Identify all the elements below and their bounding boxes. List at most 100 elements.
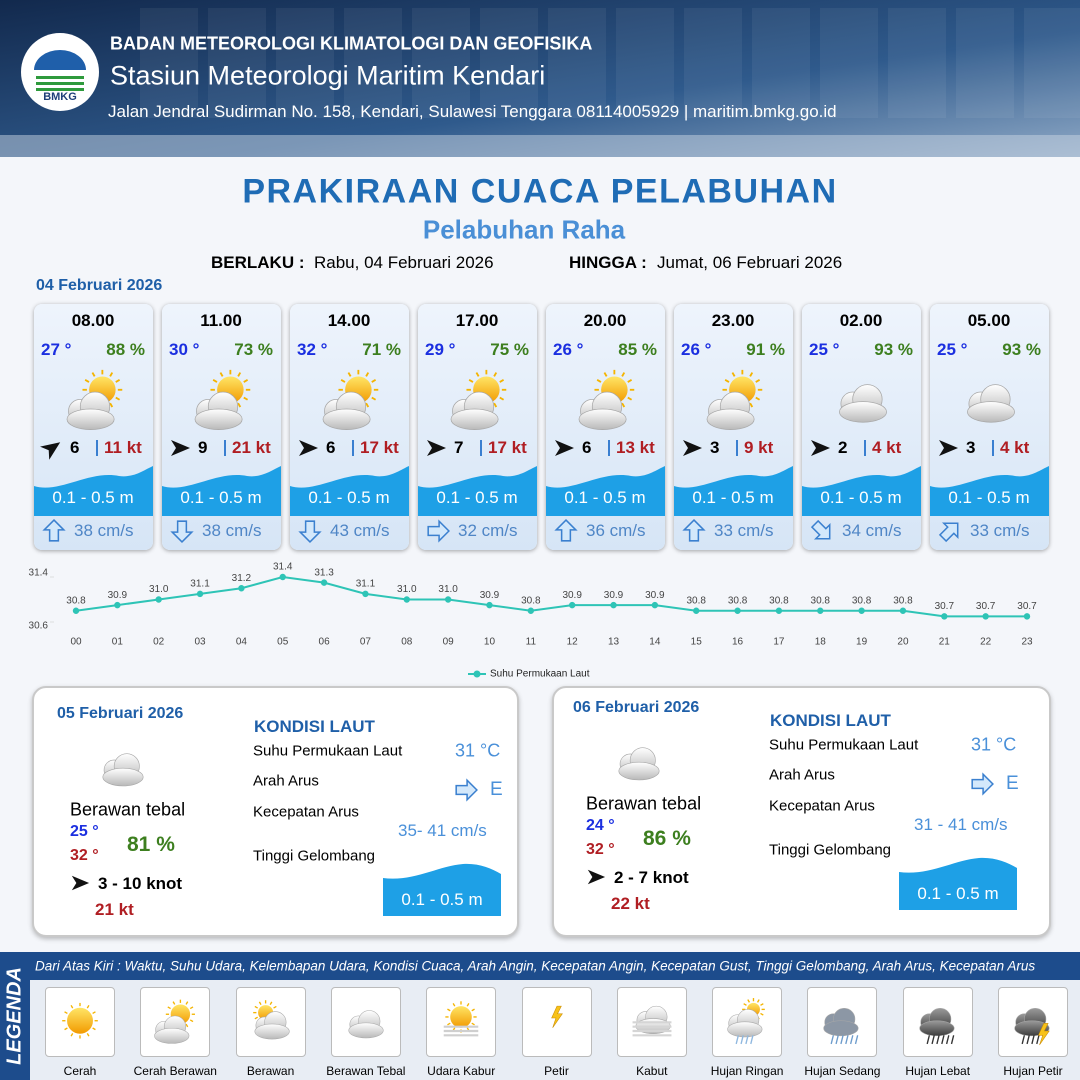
current-speed-label: Kecepatan Arus: [253, 803, 359, 821]
sst-label: Suhu Permukaan Laut: [253, 742, 403, 760]
x-tick-label: 09: [443, 637, 455, 648]
logo-stripe: [36, 82, 84, 85]
sun-ray: [755, 396, 761, 401]
weather-icon: [102, 753, 144, 787]
legend-item: Udara Kabur: [427, 1064, 496, 1078]
current-arrow-shape: [810, 519, 831, 540]
logo-stripe: [36, 88, 84, 91]
cloud: [194, 391, 243, 430]
weather-icon: [443, 1001, 479, 1037]
cloud: [618, 747, 660, 781]
x-tick-label: 10: [484, 637, 496, 648]
x-tick-label: 05: [277, 637, 289, 648]
value-label: 31.4: [273, 562, 293, 573]
weather-icon: [450, 369, 507, 430]
cloud-base: [194, 408, 243, 430]
lightning: [550, 1005, 563, 1028]
logo-text: BMKG: [43, 91, 77, 103]
current-arrow-shape: [455, 778, 478, 802]
logo: [21, 33, 99, 111]
sun-ray: [760, 1003, 764, 1006]
current-speed: 32 cm/s: [458, 521, 518, 540]
cloud-base: [618, 761, 660, 781]
legend-item: Hujan Lebat: [905, 1064, 971, 1078]
wind-speed: 9: [198, 438, 208, 457]
value-label: 30.7: [935, 601, 955, 612]
header-window: [140, 8, 198, 118]
gust-speed: 11 kt: [104, 438, 142, 457]
sun-ray: [621, 402, 626, 408]
logo-stripe: [36, 76, 84, 79]
legend-item: Hujan Ringan: [710, 1064, 784, 1078]
forecast-card: 02.00 25 ° 93 % 2 4 kt 0.1 - 0.5 m 34 cm/s: [802, 304, 921, 550]
sun-ray: [475, 372, 480, 377]
wind-speed: 3: [966, 438, 976, 457]
time: 05.00: [967, 311, 1011, 330]
sun-ray: [84, 379, 90, 383]
wave-band: [418, 466, 537, 516]
legend-item: Hujan Petir: [1003, 1064, 1063, 1078]
current-arrow: [810, 519, 831, 540]
temperature: 30 °: [169, 340, 200, 359]
sun-ray: [219, 372, 224, 377]
sst-point: [403, 596, 410, 603]
wave-shape: [418, 466, 537, 516]
current-speed: 34 cm/s: [842, 521, 902, 540]
x-tick-label: 18: [815, 637, 827, 648]
wave: 0.1 - 0.5 m: [401, 890, 483, 909]
sun-ray: [115, 396, 121, 401]
value-label: 30.8: [728, 595, 748, 606]
cloud: [348, 1010, 384, 1039]
wind-arrow-head: [40, 442, 61, 460]
sun-ray: [92, 1011, 96, 1015]
value-label: 30.8: [893, 595, 913, 606]
sst-point: [1023, 613, 1031, 620]
wind-arrow: [171, 440, 190, 456]
forecast-card: 08.00 27 ° 88 % 6 11 kt 0.1 - 0.5 m 38 cm/s: [34, 304, 153, 550]
wave-shape: [546, 466, 665, 516]
value-label: 30.8: [811, 595, 831, 606]
cloud: [154, 1015, 190, 1044]
rain-drop: [940, 1035, 945, 1045]
sst-chart: 30.6 31.4 00 01 02 03 04 05 06 07 08 09 10 11 12 13 14 15…: [29, 562, 1038, 680]
sst: 31 °C: [455, 740, 501, 761]
wave-height: 0.1 - 0.5 m: [308, 488, 390, 507]
value-label: 31.0: [438, 584, 458, 595]
hourly-date: 04 Februari 2026: [36, 277, 163, 294]
sun-ray: [627, 396, 633, 401]
current-arrow: [682, 519, 706, 542]
sst-point: [444, 596, 452, 603]
y-tick-label: 30.6: [29, 621, 49, 632]
value-label: 30.8: [66, 595, 86, 606]
rain-drop: [850, 1035, 854, 1045]
sst-point: [568, 601, 576, 609]
title: PRAKIRAAN CUACA PELABUHAN: [242, 172, 838, 211]
agency: BADAN METEOROLOGI KLIMATOLOGI DAN GEOFIS…: [110, 33, 593, 54]
sun-ray: [269, 1001, 272, 1006]
legend-item: Hujan Sedang: [804, 1064, 881, 1078]
wind-speed: 6: [70, 438, 80, 457]
sun-ray: [365, 402, 370, 408]
current-speed-label: Kecepatan Arus: [769, 797, 875, 815]
cloud-base: [727, 1021, 763, 1038]
current-arrow-shape: [682, 519, 706, 542]
legend-dot: [473, 670, 481, 678]
value-label: 30.7: [1017, 601, 1037, 612]
value-label: 31.0: [397, 584, 417, 595]
rain-drop: [830, 1035, 835, 1045]
temperature: 25 °: [809, 340, 840, 359]
sun-ray: [254, 1005, 258, 1009]
rain-drop: [745, 1035, 749, 1045]
temp-max: 32 °: [586, 841, 615, 858]
sun-ray: [172, 1001, 176, 1005]
wind-arrow-head: [587, 869, 606, 885]
wave-label: Tinggi Gelombang: [769, 841, 892, 859]
gust: 22 kt: [611, 894, 650, 913]
wind-arrow-head: [427, 440, 446, 456]
cloud: [635, 1005, 671, 1034]
sun-ray: [237, 372, 242, 377]
wind-arrow-head: [939, 440, 958, 456]
sst-point: [610, 601, 617, 609]
header-window: [344, 8, 402, 118]
value-label: 30.8: [521, 595, 541, 606]
